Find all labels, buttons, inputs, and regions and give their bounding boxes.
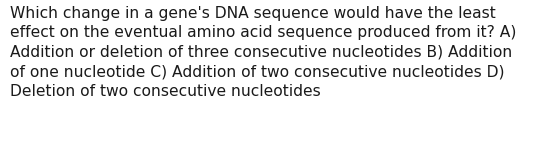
Text: Which change in a gene's DNA sequence would have the least
effect on the eventua: Which change in a gene's DNA sequence wo… (10, 6, 516, 99)
